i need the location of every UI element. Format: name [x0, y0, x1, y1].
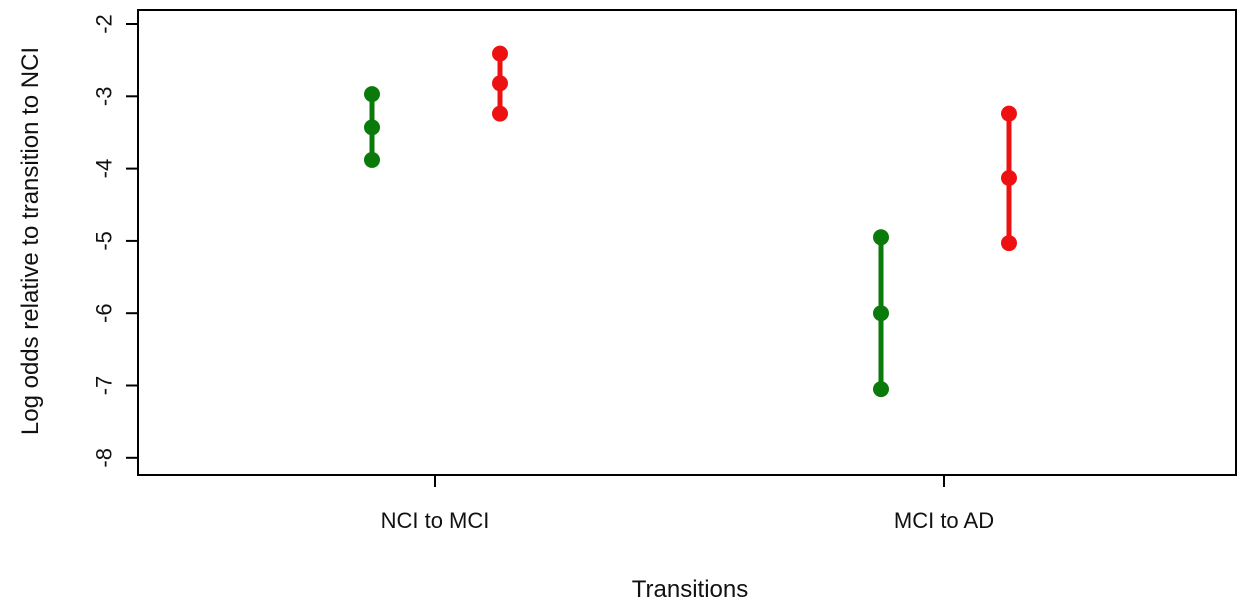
lower-bound-point	[492, 105, 508, 122]
plot-marks	[364, 45, 1017, 398]
upper-bound-point	[364, 86, 380, 103]
estimate-point	[1001, 169, 1017, 186]
x-tick-label: NCI to MCI	[381, 508, 490, 533]
plot-frame	[137, 9, 1237, 476]
upper-bound-point	[1001, 105, 1017, 122]
y-tick-label: -2	[92, 14, 117, 34]
y-axis: -2 -3 -4 -5 -6 -7 -8	[92, 14, 138, 468]
y-tick-label: -7	[92, 376, 117, 396]
x-axis-title: Transitions	[632, 576, 748, 603]
lower-bound-point	[1001, 235, 1017, 252]
y-tick-label: -5	[92, 231, 117, 251]
y-tick-label: -3	[92, 87, 117, 107]
estimate-point	[492, 75, 508, 92]
upper-bound-point	[492, 45, 508, 62]
estimate-point	[364, 119, 380, 136]
upper-bound-point	[873, 229, 889, 246]
x-tick-label: MCI to AD	[894, 508, 994, 533]
lower-bound-point	[364, 151, 380, 168]
x-axis: NCI to MCI MCI to AD	[381, 475, 994, 533]
y-tick-label: -8	[92, 448, 117, 468]
y-tick-label: -4	[92, 159, 117, 179]
estimate-point	[873, 305, 889, 322]
y-tick-label: -6	[92, 303, 117, 323]
y-axis-title: Log odds relative to transition to NCI	[17, 47, 44, 435]
lower-bound-point	[873, 381, 889, 398]
